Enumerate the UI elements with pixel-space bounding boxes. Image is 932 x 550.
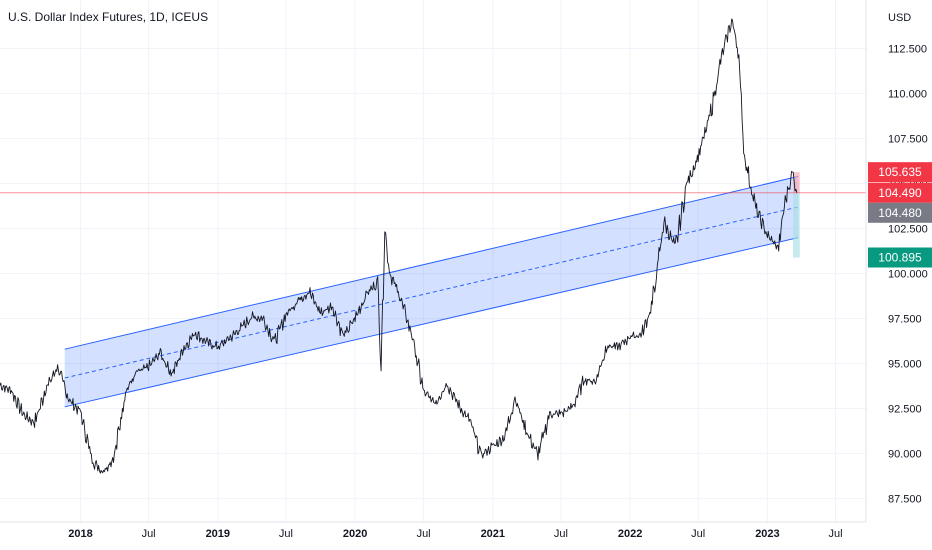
regression-channel[interactable]	[64, 175, 799, 408]
x-tick-label: Jul	[279, 528, 293, 540]
y-tick-label: 107.500	[888, 134, 928, 146]
price-label-bg	[868, 162, 932, 183]
grid	[0, 0, 866, 522]
x-tick-label: 2018	[68, 528, 92, 540]
y-tick-label: 102.500	[888, 224, 928, 236]
price-label-bg	[868, 202, 932, 223]
y-tick-label: 87.500	[888, 494, 922, 506]
price-label: 104.490	[878, 186, 922, 200]
channel-fill	[64, 176, 799, 407]
position-box[interactable]	[793, 172, 800, 258]
x-tick-label: 2021	[481, 528, 505, 540]
x-tick-label: 2023	[755, 528, 779, 540]
price-label: 104.480	[878, 206, 922, 220]
position-box-target[interactable]	[793, 172, 800, 193]
y-tick-label: 97.500	[888, 314, 922, 326]
y-tick-label: 112.500	[888, 44, 927, 56]
y-tick-label: 95.000	[888, 359, 922, 371]
x-tick-label: Jul	[554, 528, 568, 540]
x-tick-label: 2019	[206, 528, 230, 540]
x-tick-label: 2020	[343, 528, 367, 540]
price-line	[0, 18, 798, 474]
position-box-stop[interactable]	[793, 192, 800, 258]
channel-upper-line[interactable]	[64, 175, 799, 350]
x-tick-label: Jul	[691, 528, 705, 540]
y-tick-label: 90.000	[888, 449, 922, 461]
y-tick-label: 92.500	[888, 404, 922, 416]
y-tick-label: 100.000	[888, 269, 928, 281]
currency-label: USD	[888, 12, 911, 24]
x-tick-label: Jul	[417, 528, 431, 540]
price-label: 105.635	[878, 165, 922, 179]
channel-lower-line[interactable]	[64, 237, 799, 408]
price-label-bg	[868, 182, 932, 203]
chart-title: U.S. Dollar Index Futures, 1D, ICEUS	[8, 10, 208, 24]
x-tick-label: Jul	[828, 528, 842, 540]
time-axis[interactable]: 2018 Jul 2019 Jul 2020 Jul 2021 Jul 2022 Jul 2023 J…	[68, 528, 842, 540]
price-labels: 105.635 104.490 104.480 100.895	[868, 162, 932, 268]
x-tick-label: 2022	[618, 528, 642, 540]
price-series	[0, 18, 798, 474]
x-tick-label: Jul	[142, 528, 156, 540]
price-label: 100.895	[878, 250, 922, 264]
price-label-bg	[868, 247, 932, 268]
y-tick-label: 110.000	[888, 89, 927, 101]
